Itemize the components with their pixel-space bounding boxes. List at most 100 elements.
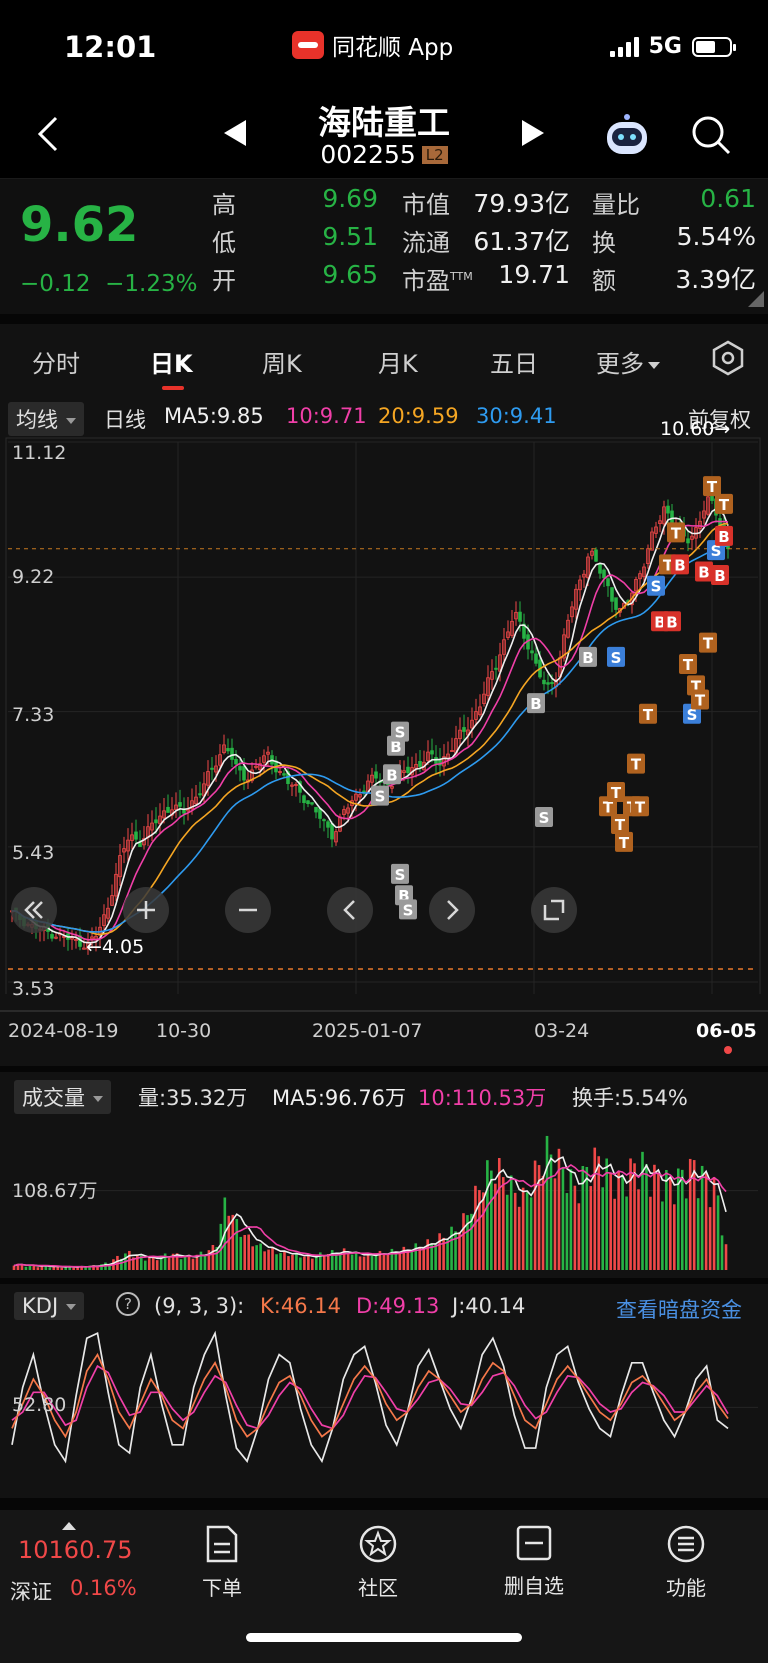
candle-body-43 (182, 809, 186, 814)
candle-body-29 (126, 839, 130, 852)
candle-29 (126, 828, 130, 863)
candle-body-67 (278, 771, 282, 774)
volume-bar-162 (657, 1172, 660, 1270)
trade-marker-box-18 (639, 703, 657, 724)
volume-bar-41 (175, 1253, 179, 1270)
candle-173 (702, 500, 706, 525)
kdj-j-line (11, 1330, 729, 1464)
kdj-panel[interactable]: KDJ ? (9, 3, 3): K:46.14 D:49.13 J:40.14… (0, 1278, 768, 1498)
zoom-in-icon[interactable] (123, 887, 169, 933)
nav-functions[interactable]: 功能 (626, 1524, 746, 1601)
tab-daily-k[interactable]: 日K (150, 350, 193, 378)
next-stock-icon[interactable] (522, 120, 544, 146)
kdj-help-icon[interactable]: ? (116, 1292, 140, 1316)
stock-code-row: 002255 L2 (0, 140, 768, 169)
scroll-left-icon[interactable] (327, 887, 373, 933)
x-axis-label-1: 10-30 (156, 1020, 212, 1042)
volume-bar-117 (478, 1190, 481, 1270)
candle-67 (278, 766, 282, 776)
volume-bar-152 (617, 1170, 620, 1270)
candle-body-55 (230, 747, 234, 760)
candle-169 (686, 530, 690, 552)
nav-order[interactable]: 下单 (162, 1524, 282, 1601)
scroll-right-icon[interactable] (429, 887, 475, 933)
status-app-indicator[interactable]: 同花顺 App (292, 28, 453, 62)
candle-126 (514, 601, 518, 626)
volume-bar-164 (665, 1170, 668, 1270)
x-axis-label-3: 03-24 (534, 1020, 590, 1042)
volume-bar-40 (171, 1253, 175, 1270)
candle-161 (654, 521, 658, 538)
trade-marker-label-21: T (663, 556, 674, 574)
candle-body-130 (530, 650, 534, 654)
volume-panel[interactable]: 成交量 量:35.32万 MA5:96.76万 10:110.53万 换手:5.… (0, 1066, 768, 1278)
expand-corner-icon[interactable] (748, 291, 764, 307)
search-icon[interactable] (690, 114, 732, 156)
kline-panel[interactable]: 均线 日线 MA5:9.85 10:9.71 20:9.59 30:9.41 前… (0, 398, 768, 1066)
nav-remove-watchlist[interactable]: 删自选 (474, 1524, 594, 1599)
tab-five-day[interactable]: 五日 (490, 350, 538, 378)
candle-150 (610, 587, 614, 613)
volume-bar-37 (159, 1255, 163, 1270)
volume-bar-136 (553, 1178, 557, 1270)
candle-53 (222, 734, 226, 755)
volume-bar-100 (410, 1250, 414, 1270)
candle-32 (138, 830, 142, 847)
tab-monthly-k[interactable]: 月K (378, 350, 418, 378)
candle-143 (582, 570, 586, 588)
back-icon[interactable] (34, 114, 64, 154)
candle-104 (426, 740, 430, 765)
x-axis-label-4: 06-05 (696, 1020, 757, 1042)
candle-body-121 (494, 667, 498, 670)
candle-170 (690, 527, 694, 551)
quote-panel[interactable]: 9.62 −0.12 −1.23% 高 9.69 低 9.51 开 9.65 市… (0, 178, 768, 314)
candle-body-90 (370, 774, 374, 783)
volume-bar-chart[interactable] (0, 1118, 768, 1278)
candle-body-148 (602, 569, 606, 579)
tab-intraday[interactable]: 分时 (32, 350, 80, 378)
mcap-value: 79.93亿 (473, 189, 570, 218)
candlestick-chart[interactable]: SBBSSBSBSBSTTTTTTTTSBTBTBTSTTBTTSBTB (0, 434, 768, 994)
trade-marker-34: T (715, 493, 733, 514)
volume-bar-46 (195, 1254, 199, 1270)
robot-assistant-icon[interactable] (602, 114, 652, 158)
trade-marker-box-9 (579, 646, 597, 667)
candle-120 (490, 659, 494, 690)
trade-marker-25: T (679, 653, 697, 674)
candle-body-146 (594, 549, 598, 562)
ma10-line (11, 520, 729, 941)
candle-body-77 (318, 808, 322, 819)
volume-bar-166 (673, 1204, 676, 1270)
previous-stock-icon[interactable] (224, 120, 246, 146)
kdj-indicator-dropdown[interactable]: KDJ (14, 1292, 85, 1320)
volume-indicator-dropdown[interactable]: 成交量 (14, 1080, 111, 1114)
trade-marker-box-14 (615, 831, 633, 852)
dark-pool-funds-link[interactable]: 查看暗盘资金 (616, 1298, 742, 1322)
ma10-value: 10:9.71 (286, 404, 367, 428)
candle-148 (602, 568, 606, 588)
volume-bar-95 (390, 1248, 394, 1270)
volume-bar-92 (378, 1250, 382, 1270)
candle-157 (638, 570, 642, 590)
kdj-line-chart[interactable] (0, 1324, 768, 1500)
volume-bar-76 (315, 1256, 318, 1270)
volume-bar-127 (517, 1206, 521, 1270)
ma-selector-dropdown[interactable]: 均线 (8, 402, 84, 436)
double-chevron-left-icon[interactable] (11, 887, 57, 933)
tab-weekly-k[interactable]: 周K (262, 350, 302, 378)
candle-65 (270, 750, 274, 775)
home-indicator (246, 1633, 522, 1642)
settings-hexagon-icon[interactable] (710, 340, 746, 376)
reset-view-icon[interactable] (531, 887, 577, 933)
candle-body-124 (506, 631, 510, 638)
volume-bar-22 (100, 1264, 103, 1270)
nav-community[interactable]: 社区 (318, 1524, 438, 1601)
level2-badge[interactable]: L2 (421, 146, 448, 164)
price-adjust-toggle[interactable]: 前复权 (688, 408, 751, 432)
tab-more[interactable]: 更多 (596, 344, 660, 379)
trade-marker-label-1: B (386, 766, 397, 784)
zoom-out-icon[interactable] (225, 887, 271, 933)
volume-bar-91 (374, 1255, 378, 1270)
candle-71 (294, 781, 298, 797)
candle-body-140 (570, 606, 574, 618)
